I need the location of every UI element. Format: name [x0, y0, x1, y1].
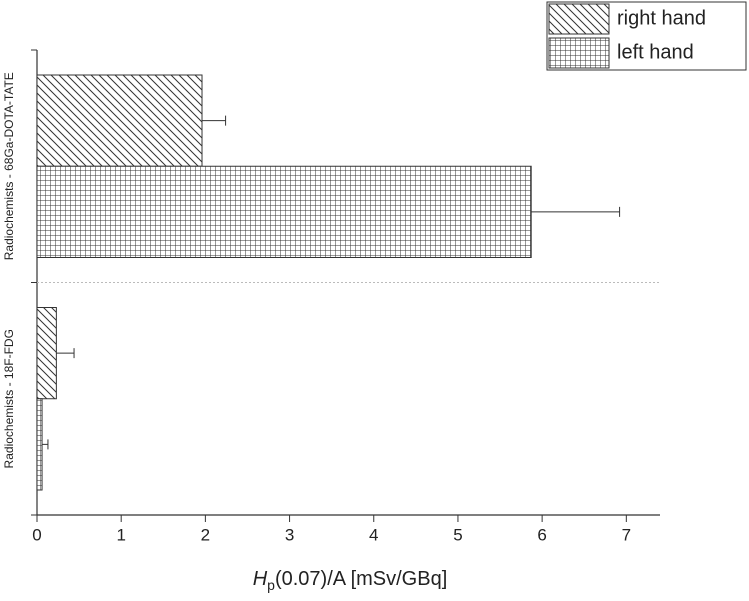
- error-bar: [531, 206, 621, 217]
- x-tick-label: 0: [32, 525, 41, 544]
- x-axis-label: Hp(0.07)/A [mSv/GBq]: [253, 568, 448, 592]
- x-tick-label: 7: [622, 525, 631, 544]
- legend-swatch: [548, 37, 610, 69]
- error-bar: [56, 348, 75, 359]
- bar: [36, 307, 57, 400]
- x-tick-label: 2: [201, 525, 210, 544]
- x-tick-label: 3: [285, 525, 294, 544]
- x-tick-label: 1: [116, 525, 125, 544]
- error-bar: [42, 439, 49, 450]
- legend-swatch: [548, 3, 610, 35]
- x-tick-label: 6: [537, 525, 546, 544]
- x-tick-label: 4: [369, 525, 378, 544]
- y-tick-label: Radiochemists - 18F-FDG: [2, 329, 16, 468]
- y-tick-label: Radiochemists - 68Ga-DOTA-TATE: [2, 72, 16, 260]
- legend: right hand left hand: [546, 1, 747, 71]
- bar: [36, 74, 203, 167]
- bar: [36, 398, 43, 491]
- bar: [36, 165, 532, 258]
- legend-label: right hand: [617, 7, 706, 29]
- error-bar: [202, 115, 227, 126]
- x-tick-label: 5: [453, 525, 462, 544]
- legend-label: left hand: [617, 41, 694, 63]
